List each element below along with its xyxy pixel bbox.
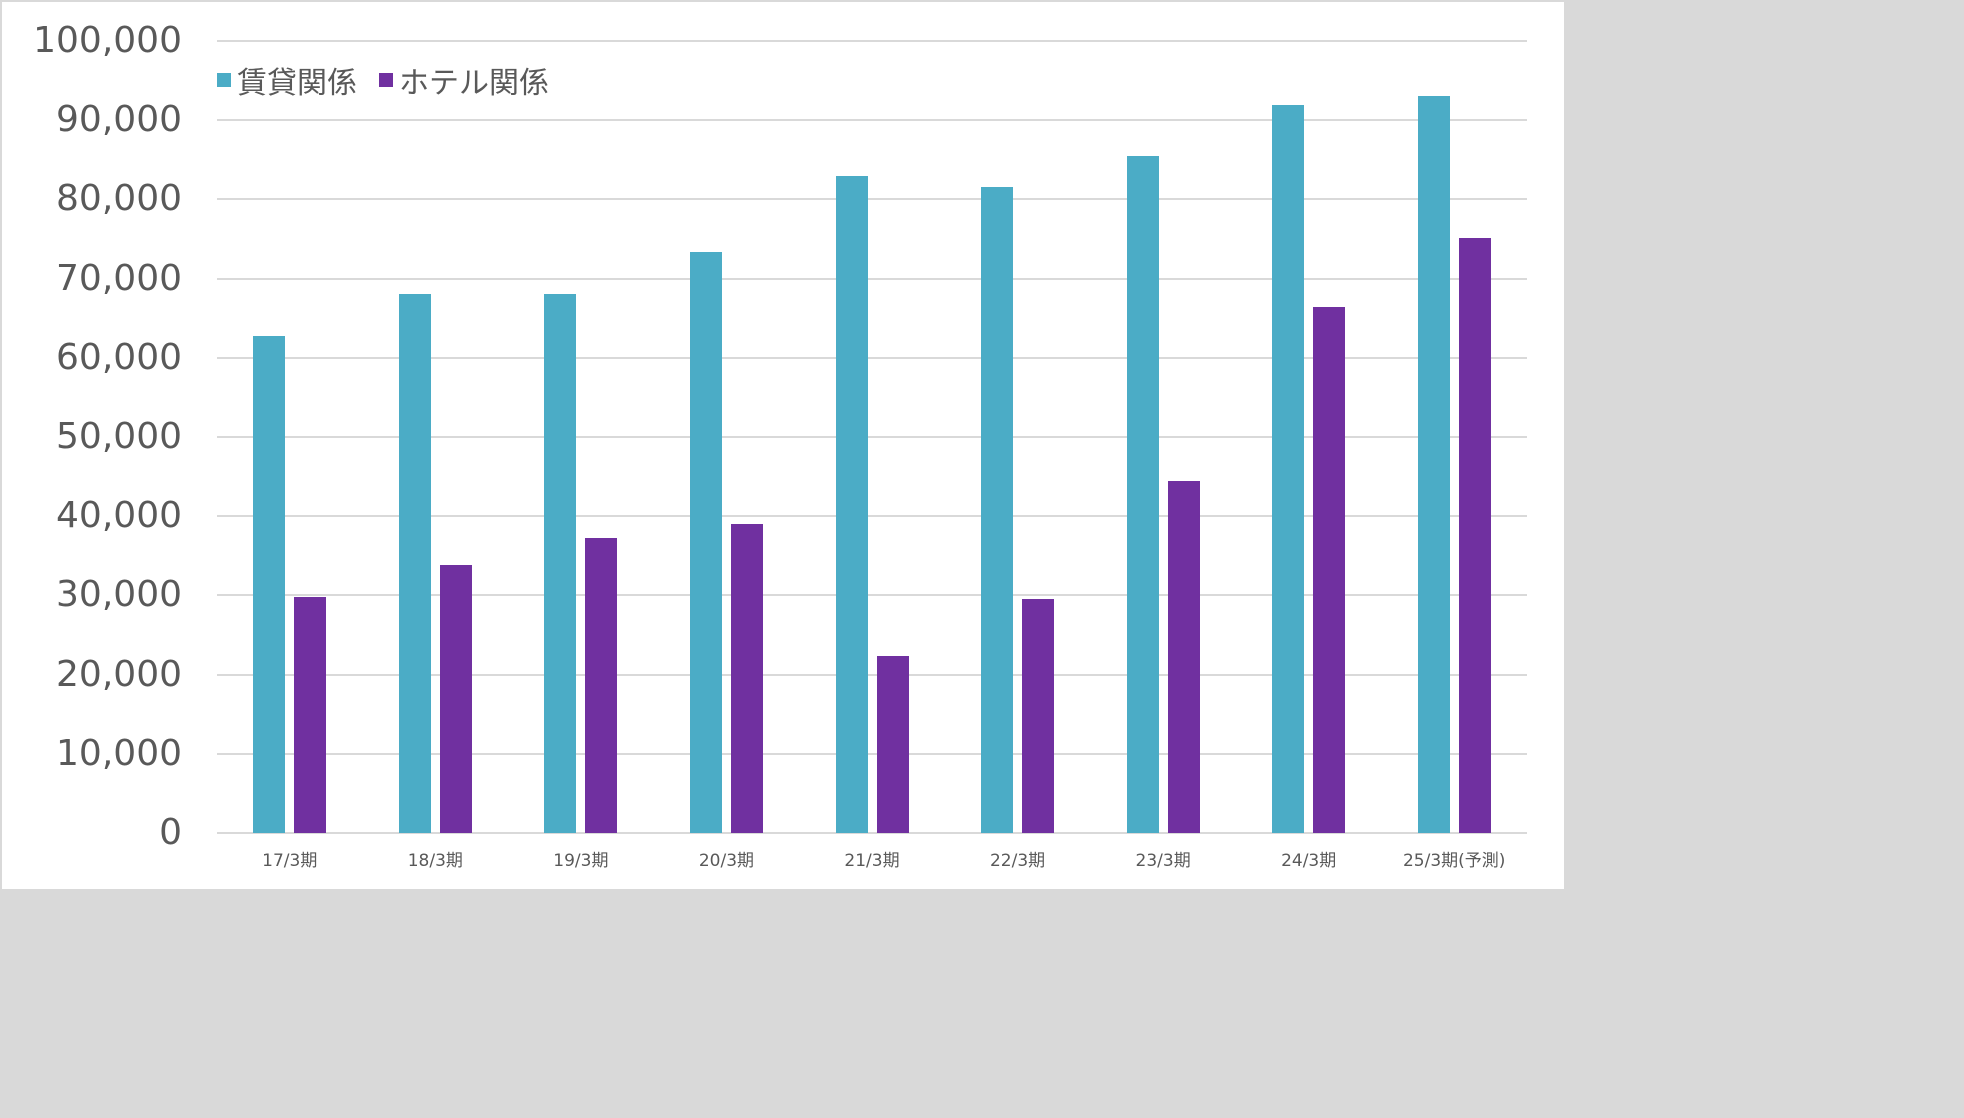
x-tick-label: 23/3期	[1135, 851, 1191, 871]
gridline	[217, 832, 1527, 834]
y-tick-label: 0	[159, 812, 182, 853]
legend-label-rental: 賃貸関係	[237, 66, 357, 101]
legend-item-hotel: ホテル関係	[379, 58, 549, 102]
y-tick-label: 50,000	[56, 416, 182, 457]
chart-frame: 賃貸関係 ホテル関係 0 10,000 20,000 30,000 40,000 50,0…	[2, 2, 1564, 889]
x-tick-label: 20/3期	[698, 851, 755, 871]
x-tick-label: 24/3期	[1281, 851, 1337, 871]
y-tick-label: 20,000	[56, 653, 182, 695]
y-tick-label: 100,000	[33, 20, 182, 61]
y-tick-label: 30,000	[56, 574, 182, 616]
bar-hotel	[1022, 599, 1055, 833]
bar-hotel	[439, 565, 472, 833]
legend: 賃貸関係 ホテル関係	[217, 58, 571, 102]
gridline	[217, 356, 1527, 359]
x-tick-label: 19/3期	[553, 851, 609, 871]
gridline	[217, 40, 1527, 42]
bar-rental	[981, 186, 1014, 833]
bar-hotel	[876, 655, 909, 833]
bar-rental	[1272, 105, 1305, 833]
gridline	[217, 277, 1527, 280]
y-tick-label: 10,000	[56, 732, 182, 774]
bar-rental	[1417, 96, 1450, 833]
gridline	[217, 515, 1527, 518]
bar-hotel	[730, 524, 763, 833]
gridline	[217, 752, 1527, 755]
bar-rental	[835, 175, 868, 833]
bar-rental	[1126, 155, 1159, 833]
gridline	[217, 198, 1527, 201]
gridline	[217, 119, 1527, 122]
bar-hotel	[1458, 238, 1491, 833]
y-tick-label: 70,000	[56, 257, 182, 299]
gridline	[217, 436, 1527, 438]
legend-swatch-rental	[217, 73, 231, 87]
legend-item-rental: 賃貸関係	[217, 58, 357, 102]
x-tick-label: 22/3期	[989, 851, 1046, 871]
bar-hotel	[585, 537, 618, 833]
y-tick-label: 80,000	[56, 178, 182, 220]
bar-hotel	[294, 596, 327, 833]
legend-swatch-hotel	[379, 73, 393, 87]
bar-rental	[544, 294, 577, 833]
x-tick-label: 17/3期	[262, 851, 318, 871]
bar-rental	[398, 294, 431, 833]
gridline	[217, 594, 1527, 597]
y-tick-label: 60,000	[56, 336, 182, 378]
y-tick-label: 40,000	[56, 495, 182, 537]
x-tick-label: 25/3期(予測)	[1402, 851, 1506, 871]
bar-rental	[253, 335, 286, 833]
y-tick-label: 90,000	[56, 99, 182, 141]
x-tick-label: 21/3期	[844, 851, 900, 871]
bar-hotel	[1313, 307, 1346, 833]
bar-rental	[689, 252, 722, 833]
legend-label-hotel: ホテル関係	[399, 66, 549, 101]
x-tick-label: 18/3期	[407, 851, 463, 871]
bar-hotel	[1167, 480, 1200, 833]
gridline	[217, 673, 1527, 676]
